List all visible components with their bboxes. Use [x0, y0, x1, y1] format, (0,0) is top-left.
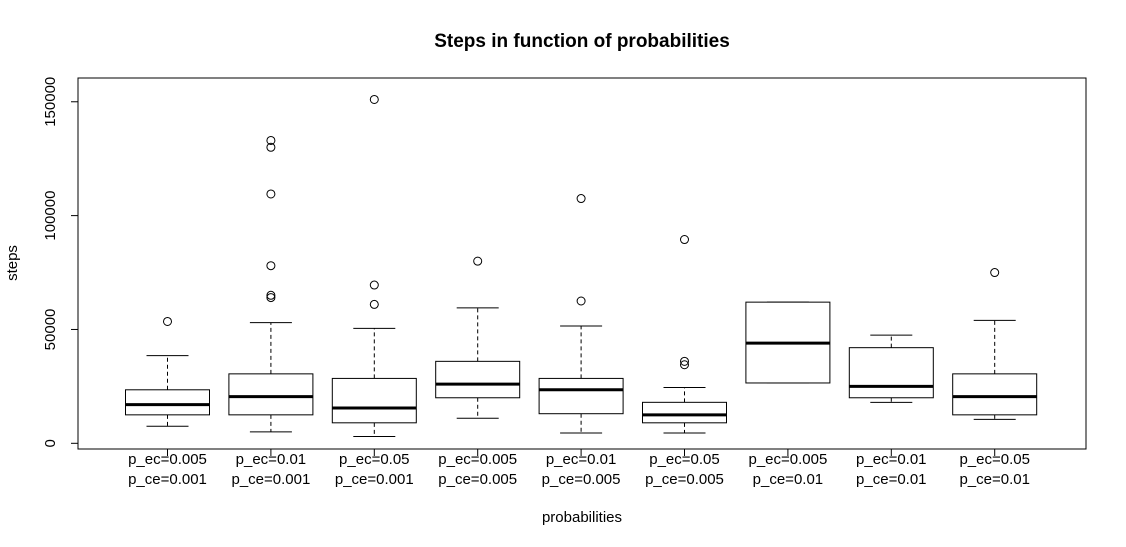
- boxes-group: [125, 94, 1038, 437]
- box-group: [331, 94, 417, 437]
- box-group: [952, 268, 1038, 420]
- box-iqr: [125, 389, 210, 416]
- box-iqr: [228, 373, 314, 416]
- y-axis: 0 50000 100000 150000: [42, 77, 79, 447]
- y-tick-label: 100000: [42, 191, 59, 241]
- box-group: [228, 135, 314, 433]
- box-iqr: [331, 377, 417, 424]
- x-tick-label-line1: p_ec=0.05: [959, 451, 1029, 468]
- x-tick-label-line1: p_ec=0.005: [128, 451, 207, 468]
- outlier-point: [369, 280, 379, 290]
- x-tick-label-line2: p_ce=0.005: [438, 471, 517, 488]
- outlier-point: [163, 316, 172, 326]
- outlier-point: [473, 256, 483, 266]
- box-iqr: [538, 377, 624, 415]
- outlier-point: [680, 235, 689, 245]
- x-tick-label-line1: p_ec=0.01: [236, 451, 306, 468]
- box-group: [642, 235, 727, 434]
- outlier-point: [266, 189, 276, 199]
- outlier-point: [266, 290, 276, 300]
- outlier-point: [266, 142, 276, 152]
- x-tick-label-line2: p_ce=0.001: [231, 471, 310, 488]
- outlier-point: [576, 296, 586, 306]
- outlier-point: [680, 356, 689, 366]
- x-tick-label-line1: p_ec=0.01: [546, 451, 616, 468]
- outlier-point: [680, 360, 689, 370]
- x-tick-label-line2: p_ce=0.001: [128, 471, 207, 488]
- outlier-point: [576, 194, 586, 204]
- x-tick-label-line1: p_ec=0.005: [748, 451, 827, 468]
- x-tick-labels: p_ec=0.005 p_ce=0.001 p_ec=0.01 p_ce=0.001 p…: [128, 448, 1030, 488]
- x-tick-label-line2: p_ce=0.01: [753, 471, 823, 488]
- chart-title: Steps in function of probabilities: [434, 31, 730, 52]
- x-tick-label-line2: p_ce=0.01: [856, 471, 926, 488]
- box-iqr: [848, 347, 934, 399]
- outlier-point: [369, 299, 379, 309]
- x-tick-label-line2: p_ce=0.001: [335, 471, 414, 488]
- box-iqr: [642, 401, 727, 424]
- box-group: [848, 334, 934, 403]
- box-group: [538, 194, 624, 434]
- box-group: [435, 256, 521, 419]
- x-axis-label: probabilities: [542, 509, 622, 526]
- box-iqr: [952, 373, 1038, 416]
- x-tick-label-line2: p_ce=0.005: [542, 471, 621, 488]
- outlier-point: [990, 268, 1000, 278]
- x-tick-label-line1: p_ec=0.05: [649, 451, 719, 468]
- outlier-point: [266, 261, 276, 271]
- y-tick-label: 50000: [42, 309, 59, 351]
- x-tick-label-line2: p_ce=0.01: [959, 471, 1029, 488]
- outlier-point: [266, 135, 276, 145]
- y-tick-label: 150000: [42, 77, 59, 127]
- x-tick-label-line1: p_ec=0.01: [856, 451, 926, 468]
- box-group: [745, 301, 831, 384]
- x-tick-label-line2: p_ce=0.005: [645, 471, 724, 488]
- y-axis-label: steps: [4, 245, 21, 281]
- y-tick-label: 0: [42, 439, 59, 447]
- box-iqr: [435, 360, 521, 399]
- outlier-point: [266, 293, 276, 303]
- x-tick-label-line1: p_ec=0.005: [438, 451, 517, 468]
- box-group: [125, 316, 210, 427]
- x-tick-label-line1: p_ec=0.05: [339, 451, 409, 468]
- outlier-point: [369, 94, 379, 104]
